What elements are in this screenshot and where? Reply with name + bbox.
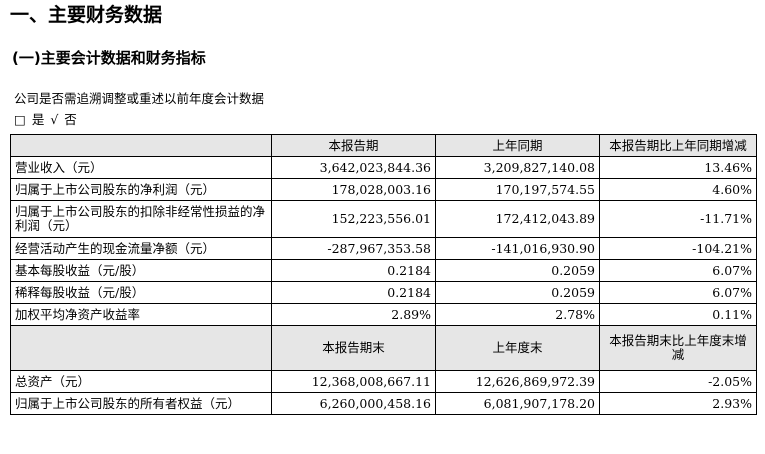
table-row: 归属于上市公司股东的净利润（元） 178,028,003.16 170,197,… [10,178,757,201]
header-period-end-change: 本报告期末比上年度末增减 [599,325,757,371]
cell-change: 2.93% [599,392,757,415]
table-row: 归属于上市公司股东的扣除非经常性损益的净利润（元） 152,223,556.01… [10,200,757,238]
subsection-title: (一)主要会计数据和财务指标 [12,49,206,67]
cell-current: 0.2184 [271,281,436,304]
section-title: 一、主要财务数据 [10,4,163,26]
header-prior-year-end: 上年度末 [435,325,600,371]
cell-change: -11.71% [599,200,757,238]
row-label: 总资产（元） [10,370,272,393]
table-row: 稀释每股收益（元/股） 0.2184 0.2059 6.07% [10,281,757,304]
header-cell-blank [10,325,272,371]
cell-change: 13.46% [599,156,757,179]
checkbox-empty-icon: □ [14,112,26,127]
row-label: 稀释每股收益（元/股） [10,281,272,304]
cell-current: 152,223,556.01 [271,200,436,238]
cell-prior: 172,412,043.89 [435,200,600,238]
cell-change: -2.05% [599,370,757,393]
checkmark-icon: √ [50,112,59,127]
cell-prior: -141,016,930.90 [435,237,600,260]
cell-prior: 0.2059 [435,259,600,282]
cell-prior: 170,197,574.55 [435,178,600,201]
cell-current: 0.2184 [271,259,436,282]
cell-change: -104.21% [599,237,757,260]
header-prior-period: 上年同期 [435,134,600,157]
cell-prior-year-end: 12,626,869,972.39 [435,370,600,393]
restatement-question: 公司是否需追溯调整或重述以前年度会计数据 [14,91,265,106]
header-current-period: 本报告期 [271,134,436,157]
row-label: 归属于上市公司股东的净利润（元） [10,178,272,201]
header-period-end: 本报告期末 [271,325,436,371]
cell-current: -287,967,353.58 [271,237,436,260]
cell-current: 3,642,023,844.36 [271,156,436,179]
table-header-row: 本报告期 上年同期 本报告期比上年同期增减 [10,134,757,157]
row-label: 营业收入（元） [10,156,272,179]
cell-change: 6.07% [599,259,757,282]
financial-data-table: 本报告期 上年同期 本报告期比上年同期增减 营业收入（元） 3,642,023,… [10,134,757,415]
table-row: 营业收入（元） 3,642,023,844.36 3,209,827,140.0… [10,156,757,179]
header-yoy-change: 本报告期比上年同期增减 [599,134,757,157]
option-yes-label: 是 [31,112,45,127]
table-row: 经营活动产生的现金流量净额（元） -287,967,353.58 -141,01… [10,237,757,260]
row-label: 基本每股收益（元/股） [10,259,272,282]
cell-period-end: 12,368,008,667.11 [271,370,436,393]
cell-prior-year-end: 6,081,907,178.20 [435,392,600,415]
table-row: 基本每股收益（元/股） 0.2184 0.2059 6.07% [10,259,757,282]
table-row: 加权平均净资产收益率 2.89% 2.78% 0.11% [10,303,757,326]
cell-period-end: 6,260,000,458.16 [271,392,436,415]
row-label: 归属于上市公司股东的扣除非经常性损益的净利润（元） [10,200,272,238]
table-row: 总资产（元） 12,368,008,667.11 12,626,869,972.… [10,370,757,393]
row-label: 加权平均净资产收益率 [10,303,272,326]
table-header-row-period-end: 本报告期末 上年度末 本报告期末比上年度末增减 [10,325,757,371]
cell-change: 4.60% [599,178,757,201]
header-cell-blank [10,134,272,157]
cell-prior: 3,209,827,140.08 [435,156,600,179]
cell-prior: 2.78% [435,303,600,326]
cell-current: 178,028,003.16 [271,178,436,201]
row-label: 归属于上市公司股东的所有者权益（元） [10,392,272,415]
cell-change: 6.07% [599,281,757,304]
option-no-label: 否 [64,112,77,127]
cell-prior: 0.2059 [435,281,600,304]
restatement-options: □ 是 √ 否 [14,112,83,128]
cell-current: 2.89% [271,303,436,326]
table-row: 归属于上市公司股东的所有者权益（元） 6,260,000,458.16 6,08… [10,392,757,415]
cell-change: 0.11% [599,303,757,326]
row-label: 经营活动产生的现金流量净额（元） [10,237,272,260]
